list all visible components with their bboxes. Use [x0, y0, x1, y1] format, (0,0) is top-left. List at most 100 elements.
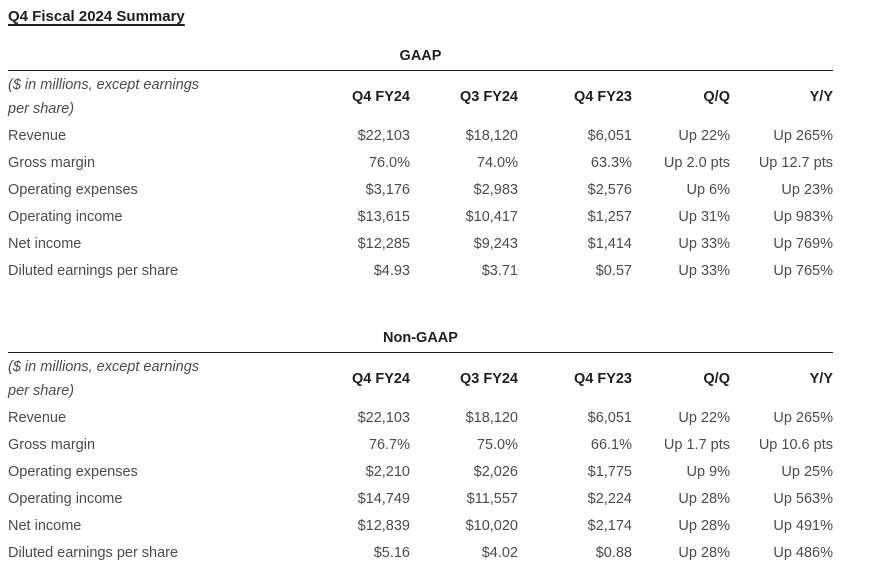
table-row: Operating income $14,749 $11,557 $2,224 …	[8, 486, 833, 513]
cell-value: $2,983	[473, 182, 518, 198]
column-header-q4fy24: Q4 FY24	[238, 70, 410, 123]
cell-value: $10,417	[465, 209, 518, 225]
cell-value: Up 769%	[773, 236, 833, 252]
gaap-table: ($ in millions, except earnings per shar…	[8, 70, 833, 285]
gaap-table-label: GAAP	[399, 48, 442, 64]
cell-value: $4.93	[373, 263, 410, 279]
cell-value: $1,775	[587, 464, 632, 480]
units-note: ($ in millions, except earnings per shar…	[8, 70, 238, 123]
row-label: Operating expenses	[8, 182, 138, 198]
units-note-line1: ($ in millions, except earnings	[8, 77, 200, 93]
row-label: Operating income	[8, 491, 123, 507]
table-row: Net income $12,285 $9,243 $1,414 Up 33% …	[8, 231, 833, 258]
page-title: Q4 Fiscal 2024 Summary	[8, 8, 185, 25]
table-row: Gross margin 76.0% 74.0% 63.3% Up 2.0 pt…	[8, 150, 833, 177]
cell-value: $2,210	[365, 464, 410, 480]
non-gaap-section: Non-GAAP ($ in millions, except earnings…	[8, 330, 833, 567]
units-note: ($ in millions, except earnings per shar…	[8, 352, 238, 405]
cell-value: 75.0%	[476, 437, 518, 453]
units-note-line2: per share)	[8, 383, 75, 399]
cell-value: $2,224	[587, 491, 632, 507]
non-gaap-table: ($ in millions, except earnings per shar…	[8, 352, 833, 567]
row-label: Diluted earnings per share	[8, 263, 179, 279]
table-row: Net income $12,839 $10,020 $2,174 Up 28%…	[8, 513, 833, 540]
cell-value: $0.88	[595, 545, 632, 561]
column-header-q4fy23: Q4 FY23	[518, 70, 632, 123]
cell-value: Up 22%	[678, 410, 730, 426]
cell-value: Up 983%	[773, 209, 833, 225]
cell-value: $1,414	[587, 236, 632, 252]
cell-value: Up 33%	[678, 263, 730, 279]
cell-value: $10,020	[465, 518, 518, 534]
cell-value: Up 265%	[773, 410, 833, 426]
cell-value: 76.0%	[368, 155, 410, 171]
cell-value: $22,103	[357, 128, 410, 144]
cell-value: $2,576	[587, 182, 632, 198]
row-label: Revenue	[8, 410, 67, 426]
cell-value: $2,174	[587, 518, 632, 534]
cell-value: Up 28%	[678, 491, 730, 507]
cell-value: Up 22%	[678, 128, 730, 144]
table-row: Operating income $13,615 $10,417 $1,257 …	[8, 204, 833, 231]
cell-value: 74.0%	[476, 155, 518, 171]
cell-value: Up 25%	[781, 464, 833, 480]
column-header-yoy: Y/Y	[730, 70, 833, 123]
table-row: Revenue $22,103 $18,120 $6,051 Up 22% Up…	[8, 405, 833, 432]
cell-value: Up 486%	[773, 545, 833, 561]
gaap-header-row: ($ in millions, except earnings per shar…	[8, 70, 833, 123]
units-note-line1: ($ in millions, except earnings	[8, 359, 200, 375]
cell-value: $18,120	[465, 410, 518, 426]
cell-value: Up 6%	[686, 182, 730, 198]
cell-value: Up 1.7 pts	[663, 437, 730, 453]
non-gaap-header-row: ($ in millions, except earnings per shar…	[8, 352, 833, 405]
row-label: Gross margin	[8, 155, 96, 171]
table-row: Operating expenses $2,210 $2,026 $1,775 …	[8, 459, 833, 486]
cell-value: Up 23%	[781, 182, 833, 198]
cell-value: Up 2.0 pts	[663, 155, 730, 171]
cell-value: 76.7%	[368, 437, 410, 453]
column-header-q3fy24: Q3 FY24	[410, 70, 518, 123]
cell-value: $3,176	[365, 182, 410, 198]
cell-value: $6,051	[587, 128, 632, 144]
cell-value: $12,839	[357, 518, 410, 534]
row-label: Net income	[8, 518, 82, 534]
gaap-section: GAAP ($ in millions, except earnings per…	[8, 48, 833, 285]
row-label: Operating expenses	[8, 464, 138, 480]
table-row: Diluted earnings per share $4.93 $3.71 $…	[8, 258, 833, 285]
cell-value: $13,615	[357, 209, 410, 225]
non-gaap-table-label: Non-GAAP	[383, 330, 458, 346]
column-header-qoq: Q/Q	[632, 70, 730, 123]
column-header-yoy: Y/Y	[730, 352, 833, 405]
table-row: Diluted earnings per share $5.16 $4.02 $…	[8, 540, 833, 567]
cell-value: 63.3%	[590, 155, 632, 171]
cell-value: $18,120	[465, 128, 518, 144]
units-note-line2: per share)	[8, 101, 75, 117]
cell-value: Up 31%	[678, 209, 730, 225]
cell-value: $2,026	[473, 464, 518, 480]
row-label: Net income	[8, 236, 82, 252]
table-row: Revenue $22,103 $18,120 $6,051 Up 22% Up…	[8, 123, 833, 150]
cell-value: Up 28%	[678, 518, 730, 534]
column-header-q3fy24: Q3 FY24	[410, 352, 518, 405]
cell-value: Up 765%	[773, 263, 833, 279]
cell-value: $4.02	[481, 545, 518, 561]
table-row: Operating expenses $3,176 $2,983 $2,576 …	[8, 177, 833, 204]
cell-value: Up 9%	[686, 464, 730, 480]
cell-value: Up 265%	[773, 128, 833, 144]
cell-value: Up 10.6 pts	[758, 437, 833, 453]
cell-value: $1,257	[587, 209, 632, 225]
cell-value: $22,103	[357, 410, 410, 426]
row-label: Operating income	[8, 209, 123, 225]
cell-value: $11,557	[466, 491, 518, 507]
cell-value: $14,749	[357, 491, 410, 507]
cell-value: $5.16	[373, 545, 410, 561]
column-header-q4fy24: Q4 FY24	[238, 352, 410, 405]
cell-value: Up 28%	[678, 545, 730, 561]
cell-value: $9,243	[473, 236, 518, 252]
cell-value: $12,285	[357, 236, 410, 252]
cell-value: Up 33%	[678, 236, 730, 252]
column-header-qoq: Q/Q	[632, 352, 730, 405]
cell-value: Up 491%	[773, 518, 833, 534]
row-label: Revenue	[8, 128, 67, 144]
